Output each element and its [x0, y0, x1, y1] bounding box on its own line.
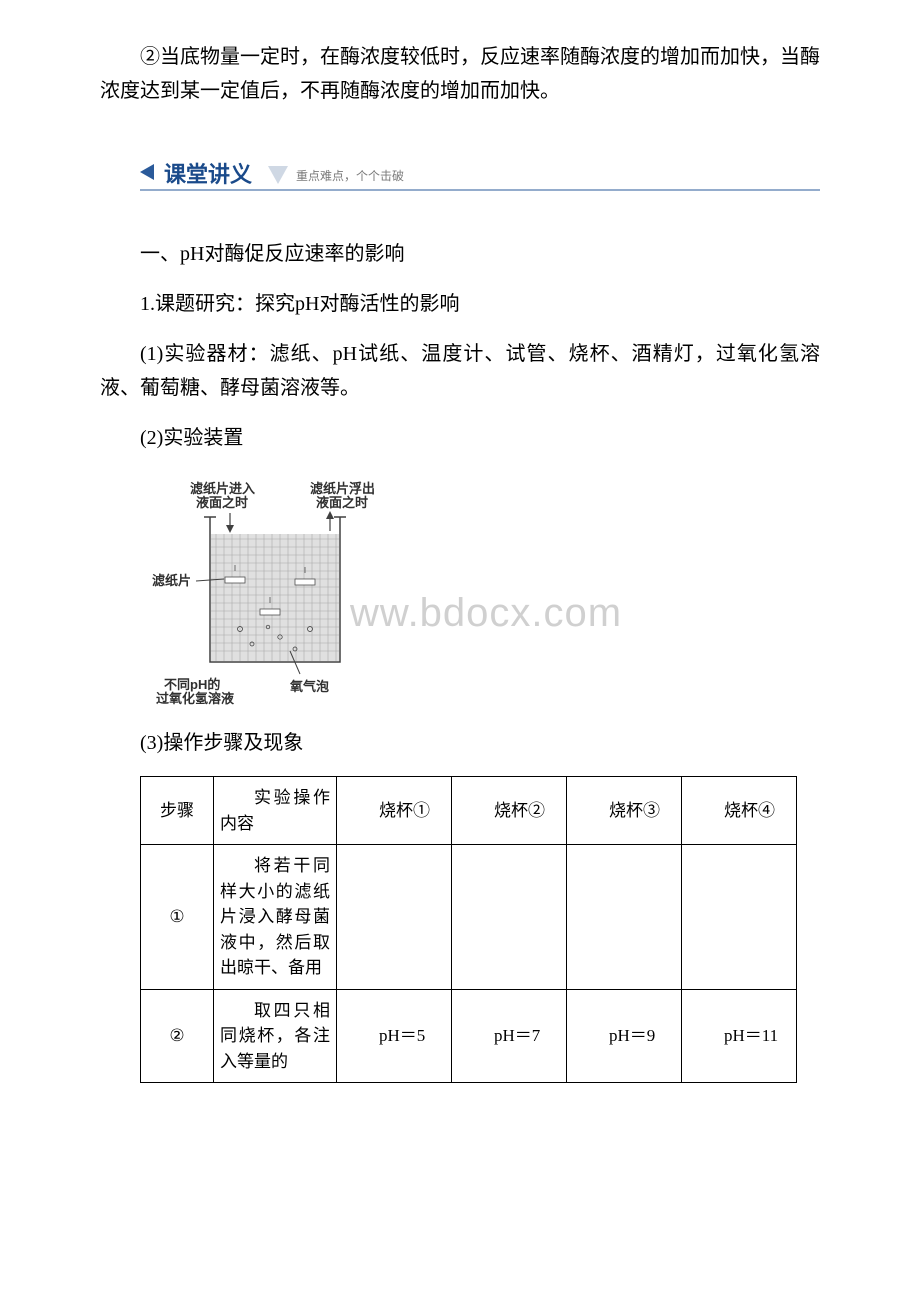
diagram-label-bubble: 氧气泡: [289, 679, 329, 694]
cell-b3-1: [567, 845, 682, 990]
diagram-label-in-2: 液面之时: [196, 495, 248, 510]
table-header-b3: 烧杯③: [567, 777, 682, 845]
table-row: 步骤 实验操作内容 烧杯① 烧杯② 烧杯③ 烧杯④: [141, 777, 797, 845]
heading-3: (1)实验器材：滤纸、pH试纸、温度计、试管、烧杯、酒精灯，过氧化氢溶液、葡萄糖…: [100, 337, 820, 405]
cell-op-2: 取四只相同烧杯，各注入等量的: [214, 989, 337, 1083]
diagram-label-out-2: 液面之时: [316, 495, 368, 510]
diagram-label-paper: 滤纸片: [152, 573, 191, 588]
heading-2: 1.课题研究：探究pH对酶活性的影响: [100, 287, 820, 321]
heading-4: (2)实验装置: [100, 421, 820, 455]
cell-b1-1: [337, 845, 452, 990]
cell-step-2: ②: [141, 989, 214, 1083]
experiment-diagram: 滤纸片进入 液面之时 滤纸片浮出 液面之时: [140, 479, 440, 709]
cell-b1-2: pH＝5: [337, 989, 452, 1083]
diagram-label-out-1: 滤纸片浮出: [310, 481, 375, 496]
table-header-step: 步骤: [141, 777, 214, 845]
section-banner: 课堂讲义 重点难点，个个击破: [140, 160, 820, 196]
diagram-label-bottom-1: 不同pH的: [164, 677, 220, 692]
paragraph-substrate: ②当底物量一定时，在酶浓度较低时，反应速率随酶浓度的增加而加快，当酶浓度达到某一…: [100, 40, 820, 108]
cell-step-1: ①: [141, 845, 214, 990]
diagram-label-in-1: 滤纸片进入: [190, 481, 255, 496]
cell-b4-2: pH＝11: [682, 989, 797, 1083]
table-row: ② 取四只相同烧杯，各注入等量的 pH＝5 pH＝7 pH＝9 pH＝11: [141, 989, 797, 1083]
table-header-b1: 烧杯①: [337, 777, 452, 845]
cell-b2-2: pH＝7: [452, 989, 567, 1083]
cell-op-1: 将若干同样大小的滤纸片浸入酵母菌液中，然后取出晾干、备用: [214, 845, 337, 990]
section-banner-sub: 重点难点，个个击破: [296, 168, 404, 183]
table-header-b4: 烧杯④: [682, 777, 797, 845]
table-header-b2: 烧杯②: [452, 777, 567, 845]
table-header-op: 实验操作内容: [214, 777, 337, 845]
table-row: ① 将若干同样大小的滤纸片浸入酵母菌液中，然后取出晾干、备用: [141, 845, 797, 990]
cell-b4-1: [682, 845, 797, 990]
cell-b2-1: [452, 845, 567, 990]
section-banner-label: 课堂讲义: [164, 162, 252, 187]
steps-table: 步骤 实验操作内容 烧杯① 烧杯② 烧杯③ 烧杯④ ① 将若干同样大小的滤纸片浸…: [140, 776, 797, 1083]
diagram-label-bottom-2: 过氧化氢溶液: [156, 691, 234, 706]
cell-b3-2: pH＝9: [567, 989, 682, 1083]
heading-5: (3)操作步骤及现象: [100, 726, 820, 760]
heading-1: 一、pH对酶促反应速率的影响: [100, 237, 820, 271]
